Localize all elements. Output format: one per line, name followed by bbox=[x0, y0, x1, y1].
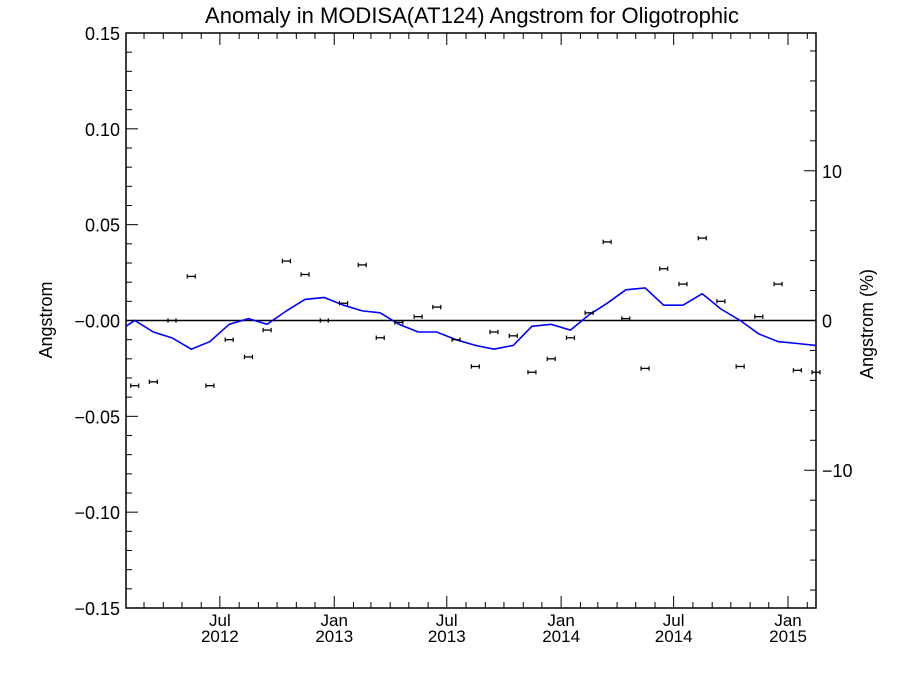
x-tick-month-label: Jan bbox=[774, 611, 801, 630]
y-tick-label: −0.15 bbox=[74, 599, 120, 619]
y-tick-label: 0.10 bbox=[85, 120, 120, 140]
data-point bbox=[546, 356, 556, 362]
y-tick-label: −0.00 bbox=[74, 312, 120, 332]
data-point bbox=[773, 281, 783, 287]
y-axis-label-right: Angstrom (%) bbox=[857, 269, 877, 379]
data-point bbox=[811, 370, 821, 375]
x-tick-year-label: 2014 bbox=[542, 627, 580, 646]
data-point bbox=[243, 354, 254, 360]
data-point bbox=[584, 310, 594, 316]
data-point bbox=[224, 337, 234, 342]
y-tick-label: −0.05 bbox=[74, 407, 120, 427]
data-point bbox=[735, 364, 745, 369]
data-point bbox=[375, 335, 385, 340]
data-point bbox=[640, 366, 650, 371]
data-point bbox=[716, 299, 726, 304]
data-point bbox=[792, 368, 802, 373]
data-point bbox=[394, 320, 404, 325]
x-tick-month-label: Jul bbox=[209, 611, 231, 630]
data-point bbox=[186, 274, 196, 279]
data-point bbox=[754, 314, 764, 319]
data-point bbox=[451, 337, 461, 342]
right-tick-label: 0 bbox=[822, 312, 832, 332]
points-layer bbox=[130, 235, 821, 388]
trend-layer bbox=[125, 287, 817, 351]
ticks-layer: 0.15 0.10 0.05 −0.00 −0.05 −0.10 −0.15 10 0 −10 Ju… bbox=[74, 24, 852, 646]
data-point bbox=[565, 335, 576, 340]
x-tick-month-label: Jan bbox=[321, 611, 348, 630]
x-tick-year-label: 2013 bbox=[428, 627, 466, 646]
x-tick-year-label: 2015 bbox=[769, 627, 807, 646]
data-point bbox=[621, 316, 631, 321]
data-point bbox=[319, 318, 329, 323]
x-tick-year-label: 2013 bbox=[315, 627, 353, 646]
data-point bbox=[262, 327, 272, 333]
x-tick-month-label: Jul bbox=[663, 611, 685, 630]
data-point bbox=[148, 379, 158, 385]
data-point bbox=[659, 266, 669, 271]
data-point bbox=[489, 329, 499, 335]
data-point bbox=[527, 370, 537, 375]
x-tick-month-label: Jan bbox=[547, 611, 574, 630]
data-point bbox=[338, 301, 349, 306]
x-tick-year-label: 2014 bbox=[655, 627, 693, 646]
data-point bbox=[130, 383, 140, 388]
y-tick-label: 0.05 bbox=[85, 216, 120, 236]
chart-title: Anomaly in MODISA(AT124) Angstrom for Ol… bbox=[205, 3, 739, 28]
data-point bbox=[167, 318, 177, 323]
trend-line bbox=[125, 287, 817, 351]
y-tick-label: −0.10 bbox=[74, 503, 120, 523]
right-tick-label: 10 bbox=[822, 162, 842, 182]
y-tick-label: 0.15 bbox=[85, 24, 120, 44]
right-tick-label: −10 bbox=[822, 461, 853, 481]
data-point bbox=[602, 239, 612, 245]
y-axis-label: Angstrom bbox=[36, 281, 56, 358]
data-point bbox=[697, 235, 707, 241]
data-point bbox=[205, 383, 215, 388]
x-tick-year-label: 2012 bbox=[201, 627, 239, 646]
data-point bbox=[470, 364, 480, 369]
data-point bbox=[357, 262, 367, 268]
data-point bbox=[678, 281, 688, 287]
x-tick-month-label: Jul bbox=[436, 611, 458, 630]
data-point bbox=[300, 272, 310, 277]
data-point bbox=[281, 258, 291, 264]
data-point bbox=[508, 333, 518, 339]
data-point bbox=[432, 304, 442, 310]
data-point bbox=[413, 314, 423, 319]
